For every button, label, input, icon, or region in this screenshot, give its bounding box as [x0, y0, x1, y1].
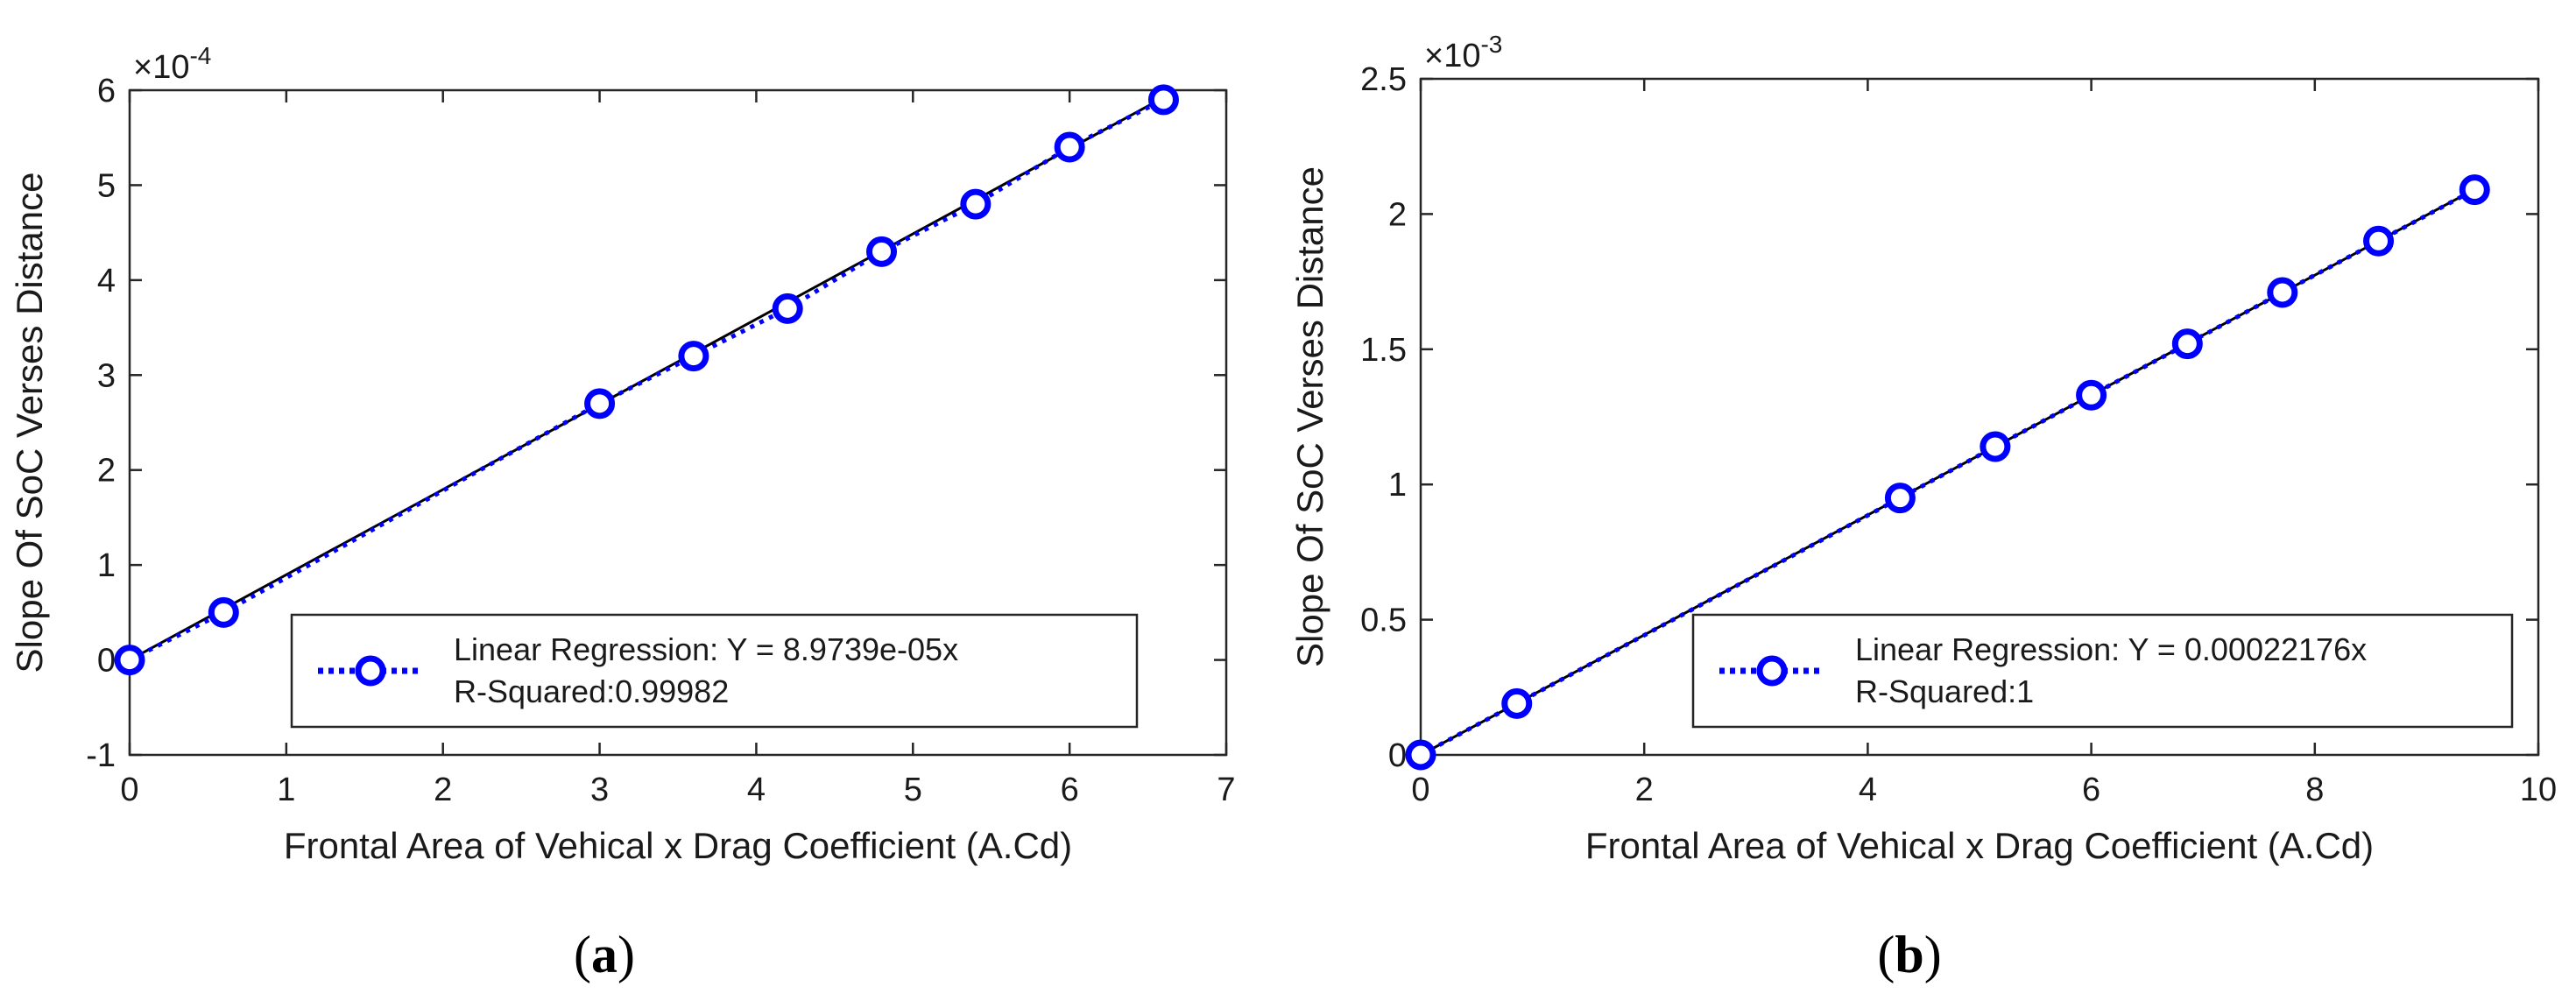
data-point [1884, 483, 1916, 514]
data-point [1980, 431, 2011, 462]
x-tick-label: 1 [277, 772, 295, 808]
y-multiplier: ×10 [1424, 38, 1480, 74]
caption-paren-close: ) [618, 926, 635, 983]
panel-caption: (b) [1877, 926, 1941, 983]
x-tick-label: 0 [120, 772, 138, 808]
plot-frame [128, 88, 1228, 757]
legend: Linear Regression: Y = 8.9739e-05x R-Squa… [290, 613, 1139, 729]
legend-box [290, 613, 1139, 729]
y-tick-label: 5 [97, 167, 116, 204]
y-multiplier: ×10 [133, 49, 189, 86]
regression-fit-line [129, 96, 1165, 661]
y-tick-label: 6 [97, 73, 116, 109]
y-tick-label: 2 [97, 453, 116, 490]
plot-frame [1419, 77, 2540, 757]
legend-marker-sample [1756, 655, 1788, 687]
data-point [114, 645, 145, 676]
data-point [1405, 739, 1436, 771]
caption-paren-open: ( [574, 926, 591, 983]
data-point [584, 388, 616, 419]
legend: Linear Regression: Y = 0.00022176x R-Squa… [1691, 613, 2514, 729]
y-tick-label: 0 [1388, 737, 1407, 774]
regression-fit-line [1420, 187, 2475, 757]
y-tick-label: 0.5 [1360, 603, 1407, 639]
legend-entry-line: R-Squared:0.99982 [454, 673, 729, 709]
legend-box [1691, 613, 2514, 729]
data-point [678, 341, 709, 372]
data-point [960, 188, 992, 220]
caption-paren-close: ) [1924, 926, 1942, 983]
legend-marker-sample [355, 655, 386, 687]
data-point [2459, 174, 2490, 206]
x-tick-label: 0 [1411, 772, 1429, 808]
data-point [1147, 84, 1179, 116]
panel-caption: (a) [574, 926, 635, 983]
y-tick-label: 1.5 [1360, 332, 1407, 369]
x-tick-label: 7 [1217, 772, 1235, 808]
y-tick-label: 3 [97, 357, 116, 394]
legend-entry-line: R-Squared:1 [1855, 673, 2034, 709]
data-point [2076, 379, 2107, 411]
y-tick-label: 1 [1388, 467, 1407, 504]
y-tick-label: 2 [1388, 196, 1407, 233]
data-point [2267, 277, 2298, 308]
x-axis-label: Frontal Area of Vehical x Drag Coefficie… [284, 825, 1072, 866]
y-tick-label: -1 [86, 737, 116, 774]
y-exponent: -4 [189, 42, 211, 69]
data-point [1054, 131, 1085, 163]
y-exponent-label: ×10-3 [1424, 31, 1502, 74]
y-tick-label: 0 [97, 643, 116, 680]
y-tick-label: 4 [97, 263, 116, 300]
data-point [866, 236, 898, 267]
x-tick-label: 5 [904, 772, 922, 808]
data-point [772, 293, 803, 324]
x-tick-label: 2 [1635, 772, 1654, 808]
data-point [1501, 687, 1533, 719]
chart-panel-b: 0 2 4 6 8 10 0 0.5 1 1.5 2 2.5 ×10-3 Frontal Area of … [1289, 31, 2557, 983]
x-tick-label: 2 [434, 772, 452, 808]
caption-letter: a [591, 926, 618, 983]
data-point [208, 596, 239, 628]
x-tick-label: 6 [1061, 772, 1079, 808]
x-tick-label: 10 [2520, 772, 2557, 808]
data-point [2171, 328, 2203, 360]
legend-entry-line: Linear Regression: Y = 0.00022176x [1855, 631, 2367, 667]
y-exponent: -3 [1480, 31, 1502, 58]
x-axis-label: Frontal Area of Vehical x Drag Coefficie… [1585, 825, 2374, 866]
caption-letter: b [1895, 926, 1923, 983]
x-tick-label: 6 [2082, 772, 2100, 808]
y-tick-label: 1 [97, 547, 116, 584]
y-axis-label: Slope Of SoC Verses Distance [9, 173, 50, 673]
x-tick-label: 3 [590, 772, 609, 808]
x-tick-label: 4 [747, 772, 766, 808]
x-tick-label: 4 [1859, 772, 1877, 808]
caption-paren-open: ( [1877, 926, 1895, 983]
y-exponent-label: ×10-4 [133, 42, 211, 86]
legend-entry-line: Linear Regression: Y = 8.9739e-05x [454, 631, 958, 667]
x-tick-label: 8 [2305, 772, 2324, 808]
data-point [2363, 225, 2395, 257]
y-tick-label: 2.5 [1360, 61, 1407, 98]
y-axis-label: Slope Of SoC Verses Distance [1289, 166, 1330, 667]
